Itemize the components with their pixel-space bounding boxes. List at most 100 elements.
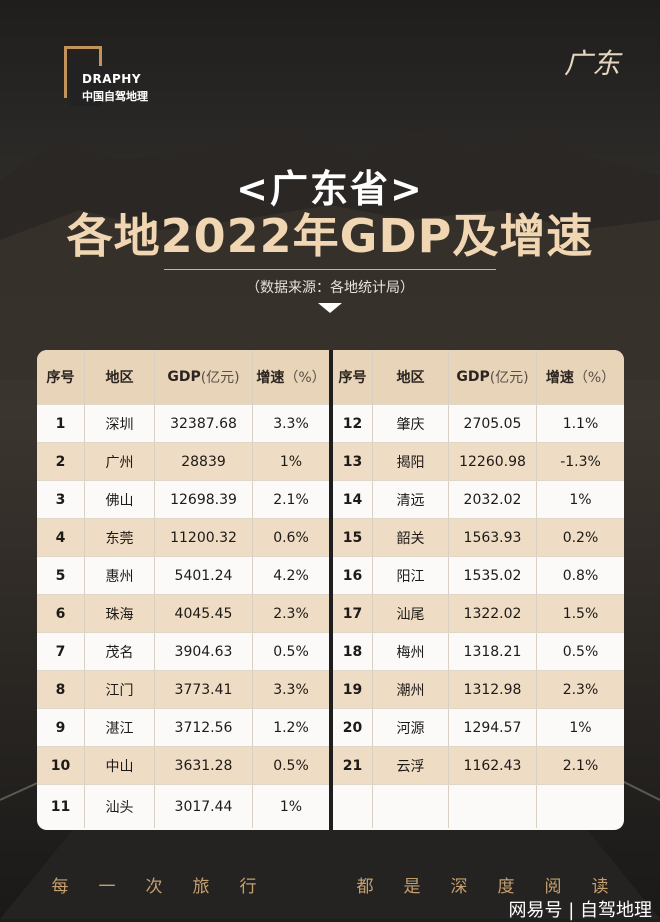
cell-growth: 1.1% bbox=[562, 415, 599, 432]
col-gdp: GDP (亿元) bbox=[155, 350, 253, 404]
cell-region: 茂名 bbox=[85, 633, 155, 670]
cell-growth: 4.2% bbox=[273, 567, 309, 584]
slogan-char: 阅 bbox=[544, 877, 562, 897]
cell-gdp: 5401.24 bbox=[155, 557, 253, 594]
cell-gdp: 3904.63 bbox=[155, 633, 253, 670]
table-row: 10 中山 3631.28 0.5% bbox=[37, 746, 329, 784]
table-row bbox=[333, 784, 624, 828]
cell-no: 21 bbox=[333, 747, 373, 784]
cell-gdp: 1294.57 bbox=[449, 709, 537, 746]
cell-no: 17 bbox=[333, 595, 373, 632]
mountain-backdrop bbox=[0, 125, 660, 380]
cell-growth: 0.2% bbox=[562, 529, 599, 546]
cell-growth: 3.3% bbox=[273, 415, 309, 432]
corner-mark: 广东 bbox=[563, 47, 620, 80]
table-header: 序号 地区 GDP (亿元) 增速 （%） bbox=[333, 350, 624, 404]
cell-growth: 0.5% bbox=[273, 757, 309, 774]
cell-no: 6 bbox=[37, 595, 85, 632]
title-divider bbox=[164, 269, 496, 270]
cell-gdp: 11200.32 bbox=[155, 519, 253, 556]
col-no: 序号 bbox=[333, 350, 373, 404]
watermark: 网易号 | 自驾地理 bbox=[508, 900, 652, 921]
cell-gdp: 28839 bbox=[155, 443, 253, 480]
cell-region: 中山 bbox=[85, 747, 155, 784]
slogan-char: 都 bbox=[356, 877, 374, 897]
cell-growth: 2.1% bbox=[562, 757, 599, 774]
table-row: 18 梅州 1318.21 0.5% bbox=[333, 632, 624, 670]
table-row: 16 阳江 1535.02 0.8% bbox=[333, 556, 624, 594]
cell-no: 15 bbox=[333, 519, 373, 556]
cell-growth: 3.3% bbox=[273, 681, 309, 698]
cell-gdp: 3773.41 bbox=[155, 671, 253, 708]
table-row: 1 深圳 32387.68 3.3% bbox=[37, 404, 329, 442]
slogan-char: 是 bbox=[403, 877, 421, 897]
cell-no: 12 bbox=[333, 405, 373, 442]
slogan-char: 深 bbox=[450, 877, 468, 897]
cell-no: 13 bbox=[333, 443, 373, 480]
cell-no: 18 bbox=[333, 633, 373, 670]
province-title: <广东省> bbox=[236, 167, 424, 211]
cell-gdp: 3017.44 bbox=[155, 785, 253, 828]
cell-growth: 2.3% bbox=[562, 681, 599, 698]
table-row: 21 云浮 1162.43 2.1% bbox=[333, 746, 624, 784]
cell-gdp bbox=[449, 785, 537, 828]
cell-growth: 0.8% bbox=[562, 567, 599, 584]
cell-no: 8 bbox=[37, 671, 85, 708]
cell-region: 河源 bbox=[373, 709, 449, 746]
table-row: 9 湛江 3712.56 1.2% bbox=[37, 708, 329, 746]
cell-region: 肇庆 bbox=[373, 405, 449, 442]
col-growth: 增速 （%） bbox=[545, 370, 616, 386]
cell-no: 7 bbox=[37, 633, 85, 670]
cell-no: 4 bbox=[37, 519, 85, 556]
slogan-char: 读 bbox=[591, 877, 609, 897]
cell-region: 东莞 bbox=[85, 519, 155, 556]
table-header: 序号 地区 GDP (亿元) 增速 （%） bbox=[37, 350, 329, 404]
cell-gdp: 1312.98 bbox=[449, 671, 537, 708]
cell-region: 湛江 bbox=[85, 709, 155, 746]
cell-region: 云浮 bbox=[373, 747, 449, 784]
cell-growth: 1.5% bbox=[562, 605, 599, 622]
slogan-char: 一 bbox=[98, 877, 116, 897]
slogan-char: 度 bbox=[497, 877, 515, 897]
cell-gdp: 1162.43 bbox=[449, 747, 537, 784]
table-row: 4 东莞 11200.32 0.6% bbox=[37, 518, 329, 556]
table-row: 2 广州 28839 1% bbox=[37, 442, 329, 480]
table-row: 15 韶关 1563.93 0.2% bbox=[333, 518, 624, 556]
cell-region: 广州 bbox=[85, 443, 155, 480]
slogan: 每一次旅行都是深度阅读 bbox=[0, 872, 660, 897]
col-gdp: GDP (亿元) bbox=[449, 350, 537, 404]
brand-name: DRAPHY bbox=[82, 72, 142, 86]
page-title: 各地2022年GDP及增速 bbox=[66, 209, 594, 263]
cell-gdp: 4045.45 bbox=[155, 595, 253, 632]
table-row: 20 河源 1294.57 1% bbox=[333, 708, 624, 746]
cell-growth: 0.5% bbox=[273, 643, 309, 660]
cell-gdp: 2705.05 bbox=[449, 405, 537, 442]
cell-growth: -1.3% bbox=[560, 453, 601, 470]
cell-gdp: 3631.28 bbox=[155, 747, 253, 784]
slogan-char: 每 bbox=[51, 877, 69, 897]
cell-gdp: 12698.39 bbox=[155, 481, 253, 518]
col-growth: 增速 （%） bbox=[256, 370, 326, 386]
cell-gdp: 32387.68 bbox=[155, 405, 253, 442]
col-region: 地区 bbox=[373, 350, 449, 404]
cell-no bbox=[333, 785, 373, 828]
cell-region: 韶关 bbox=[373, 519, 449, 556]
table-right: 序号 地区 GDP (亿元) 增速 （%） 12 肇庆 2705.05 1.1% 13 揭阳 1… bbox=[333, 350, 624, 830]
cell-region: 深圳 bbox=[85, 405, 155, 442]
cell-growth: 0.5% bbox=[562, 643, 599, 660]
table-row: 5 惠州 5401.24 4.2% bbox=[37, 556, 329, 594]
cell-gdp: 1322.02 bbox=[449, 595, 537, 632]
cell-no: 19 bbox=[333, 671, 373, 708]
table-row: 8 江门 3773.41 3.3% bbox=[37, 670, 329, 708]
cell-region: 珠海 bbox=[85, 595, 155, 632]
cell-no: 16 bbox=[333, 557, 373, 594]
cell-no: 1 bbox=[37, 405, 85, 442]
cell-region: 惠州 bbox=[85, 557, 155, 594]
cell-growth: 1% bbox=[569, 491, 592, 508]
slogan-char: 次 bbox=[145, 877, 163, 897]
gdp-table: 序号 地区 GDP (亿元) 增速 （%） 1 深圳 32387.68 3.3% 2 广州 28… bbox=[37, 350, 624, 830]
cell-no: 11 bbox=[37, 785, 85, 828]
cell-region: 汕头 bbox=[85, 785, 155, 828]
table-row: 6 珠海 4045.45 2.3% bbox=[37, 594, 329, 632]
table-row: 7 茂名 3904.63 0.5% bbox=[37, 632, 329, 670]
